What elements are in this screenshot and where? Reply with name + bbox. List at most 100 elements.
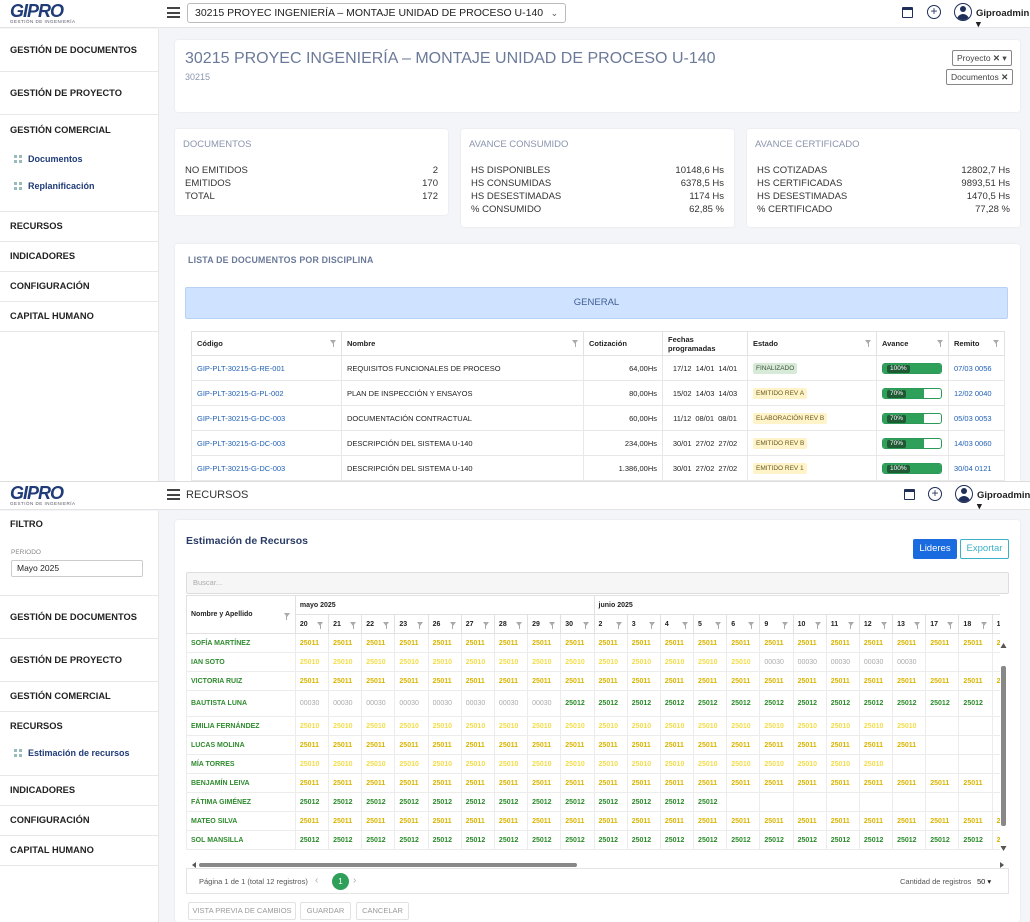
allocation-cell[interactable]: 25012 [361,792,396,812]
cancel-button[interactable]: CANCELAR [356,902,409,920]
allocation-cell[interactable]: 25010 [792,754,827,774]
allocation-cell[interactable]: 25011 [560,735,595,755]
allocation-cell[interactable]: 25010 [328,754,363,774]
allocation-cell[interactable]: 25012 [892,830,927,850]
allocation-cell[interactable]: 25011 [493,773,529,793]
filter-icon[interactable] [881,622,888,629]
allocation-cell[interactable] [958,652,993,672]
allocation-cell[interactable]: 25011 [759,671,794,691]
user-avatar-icon[interactable] [954,3,972,21]
allocation-cell[interactable]: 25011 [394,735,429,755]
allocation-cell[interactable]: 25011 [626,671,661,691]
allocation-cell[interactable]: 25010 [527,652,562,672]
allocation-cell[interactable]: 25012 [560,830,595,850]
col-header-codigo[interactable]: Código [191,331,342,356]
allocation-cell[interactable]: 25011 [626,773,661,793]
allocation-cell[interactable] [726,792,761,812]
allocation-cell[interactable]: 25010 [493,754,529,774]
allocation-cell[interactable]: 25010 [361,716,396,736]
allocation-cell[interactable]: 25011 [659,671,695,691]
allocation-cell[interactable]: 2501 [991,830,1000,850]
allocation-cell[interactable]: 25011 [693,633,728,653]
allocation-cell[interactable]: 25011 [394,671,429,691]
allocation-cell[interactable]: 25011 [328,773,363,793]
allocation-cell[interactable]: 25011 [593,671,628,691]
allocation-cell[interactable] [991,716,1000,736]
vertical-scrollbar[interactable] [1000,642,1007,852]
allocation-cell[interactable] [892,754,927,774]
allocation-cell[interactable]: 25012 [294,792,330,812]
allocation-cell[interactable]: 25011 [361,633,396,653]
menu-icon[interactable] [167,489,180,500]
allocation-cell[interactable]: 2501 [991,633,1000,653]
allocation-cell[interactable]: 00030 [328,690,363,717]
allocation-cell[interactable]: 25011 [693,811,728,831]
allocation-cell[interactable] [991,690,1000,717]
allocation-cell[interactable]: 00030 [892,652,927,672]
day-header[interactable]: 2 [593,614,628,634]
allocation-cell[interactable] [925,716,960,736]
close-icon[interactable]: ✕ [1001,72,1009,82]
allocation-cell[interactable]: 25010 [659,716,695,736]
allocation-cell[interactable]: 25011 [925,633,960,653]
allocation-cell[interactable]: 25011 [294,773,330,793]
page-size-select[interactable]: 50 ▾ [977,877,992,886]
allocation-cell[interactable]: 25010 [460,716,495,736]
allocation-cell[interactable] [892,792,927,812]
allocation-cell[interactable]: 25011 [593,633,628,653]
allocation-cell[interactable]: 25011 [792,735,827,755]
day-header[interactable]: 26 [427,614,462,634]
close-icon[interactable]: ✕ [992,53,1001,63]
calendar-icon[interactable] [902,7,913,18]
allocation-cell[interactable]: 25011 [726,811,761,831]
allocation-cell[interactable]: 25011 [925,671,960,691]
remito-link[interactable]: 05/03 0053 [954,413,992,423]
sidebar-item-gestion-documentos[interactable]: GESTIÓN DE DOCUMENTOS [0,596,158,639]
day-header[interactable]: 6 [726,614,761,634]
user-menu[interactable]: Giproadmin ▾ [977,490,1030,512]
allocation-cell[interactable]: 25011 [958,811,993,831]
sidebar-item-gestion-documentos[interactable]: GESTIÓN DE DOCUMENTOS [0,29,158,72]
allocation-cell[interactable]: 25012 [593,690,628,717]
allocation-cell[interactable] [925,735,960,755]
filter-icon[interactable] [317,622,324,629]
allocation-cell[interactable]: 25012 [328,792,363,812]
col-header-nombre[interactable]: Nombre [341,331,584,356]
allocation-cell[interactable] [759,792,794,812]
col-header-name[interactable]: Nombre y Apellido [186,595,296,634]
allocation-cell[interactable]: 00030 [858,652,894,672]
allocation-cell[interactable]: 25011 [925,773,960,793]
day-header[interactable]: 18 [958,614,993,634]
sidebar-subitem-replanificacion[interactable]: Replanificación [0,172,158,199]
allocation-cell[interactable]: 25011 [527,735,562,755]
day-header[interactable]: 22 [361,614,396,634]
allocation-cell[interactable]: 25011 [659,735,695,755]
day-header[interactable]: 17 [925,614,960,634]
allocation-cell[interactable]: 25011 [328,633,363,653]
allocation-cell[interactable]: 25010 [493,652,529,672]
allocation-cell[interactable]: 25010 [825,716,860,736]
sidebar-item-indicadores[interactable]: INDICADORES [0,776,158,806]
allocation-cell[interactable]: 25011 [527,671,562,691]
sidebar-item-capital-humano[interactable]: CAPITAL HUMANO [0,836,158,866]
filter-icon[interactable] [582,622,589,629]
filter-icon[interactable] [947,622,954,629]
day-header[interactable]: 23 [394,614,429,634]
allocation-cell[interactable]: 25012 [925,690,960,717]
allocation-cell[interactable]: 25011 [858,671,894,691]
allocation-cell[interactable]: 25011 [427,633,462,653]
allocation-cell[interactable]: 25012 [626,792,661,812]
sidebar-item-configuracion[interactable]: CONFIGURACIÓN [0,806,158,836]
day-header[interactable]: 3 [626,614,661,634]
allocation-cell[interactable] [991,735,1000,755]
col-header-fechas[interactable]: Fechas programadas [662,331,748,356]
filter-icon[interactable] [781,622,788,629]
allocation-cell[interactable]: 25011 [294,811,330,831]
sidebar-subitem-documentos[interactable]: Documentos [0,145,158,172]
allocation-cell[interactable]: 25010 [328,652,363,672]
allocation-cell[interactable]: 25010 [693,716,728,736]
allocation-cell[interactable]: 25011 [792,773,827,793]
allocation-cell[interactable]: 25010 [294,652,330,672]
user-menu[interactable]: Giproadmin ▾ [976,8,1030,30]
allocation-cell[interactable]: 25010 [294,716,330,736]
